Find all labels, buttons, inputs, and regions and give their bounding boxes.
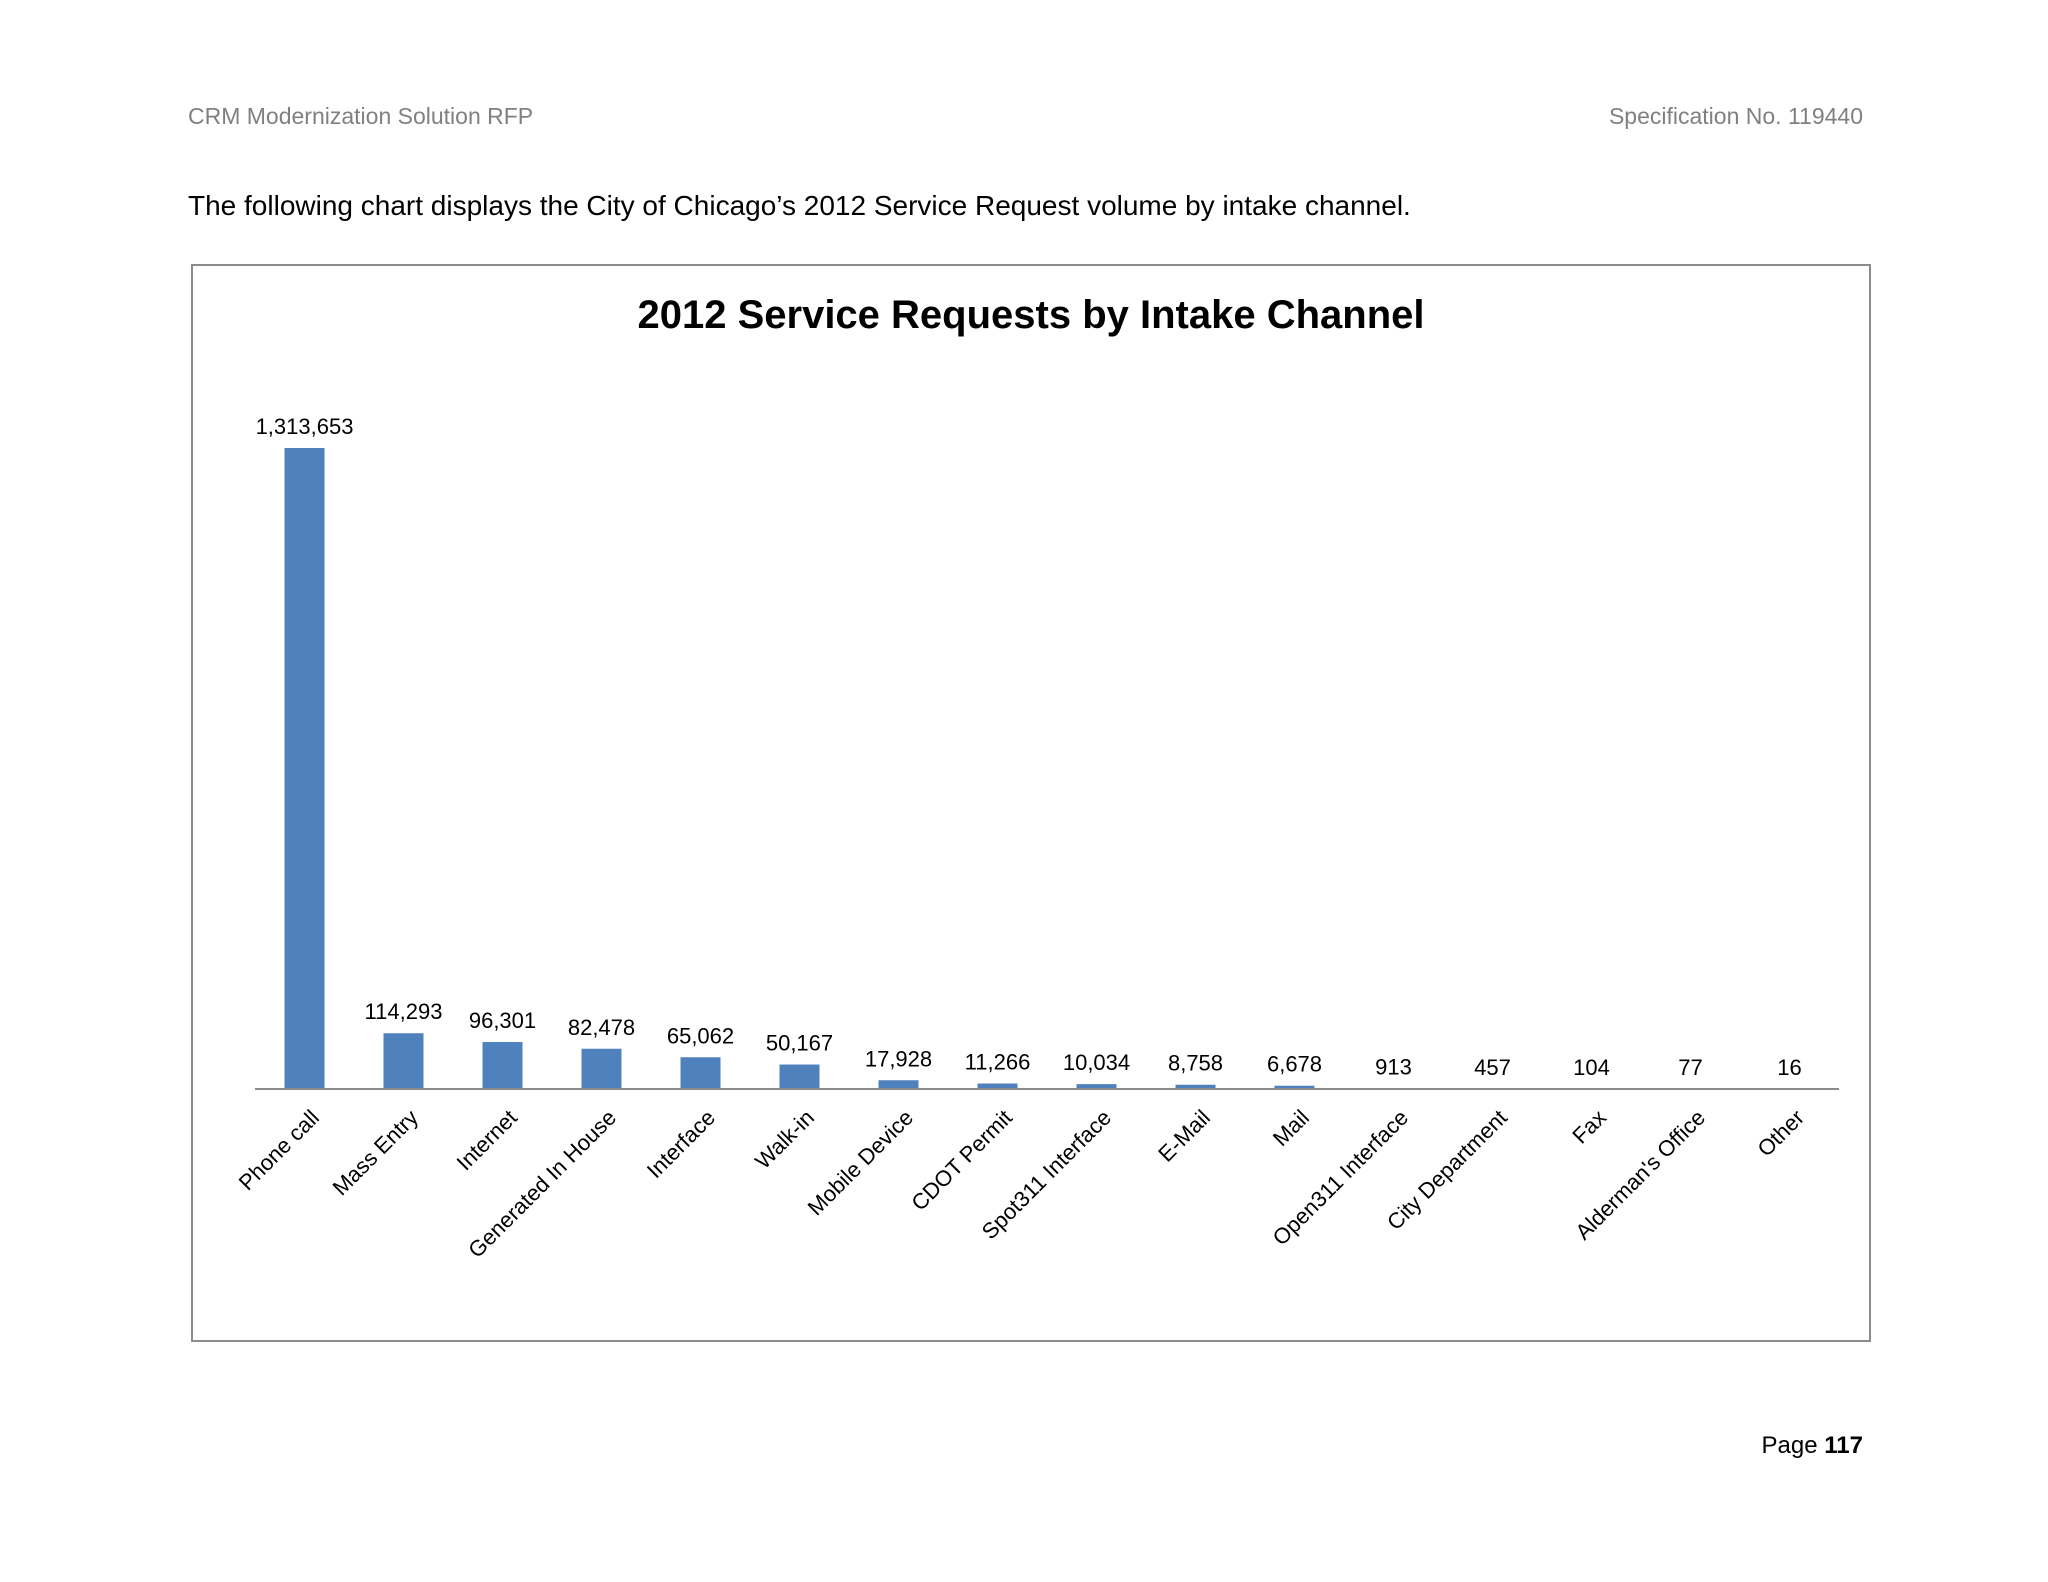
bar-mobile-device [878, 1080, 919, 1089]
bar-mass-entry [383, 1033, 424, 1089]
data-label: 50,167 [766, 1031, 833, 1056]
page-number: Page 117 [1762, 1432, 1863, 1460]
chart-container: 2012 Service Requests by Intake Channel … [191, 264, 1871, 1342]
bar-mail [1274, 1085, 1315, 1089]
x-tick-label: Fax [1567, 1105, 1611, 1149]
chart-title: 2012 Service Requests by Intake Channel [637, 293, 1424, 337]
bars-group [284, 448, 1810, 1089]
document-header-left: CRM Modernization Solution RFP [188, 103, 534, 129]
x-tick-label: Internet [452, 1105, 522, 1175]
bar-chart: 2012 Service Requests by Intake Channel … [234, 293, 1839, 1263]
x-tick-label: Walk-in [750, 1105, 819, 1174]
bar-e-mail [1175, 1084, 1216, 1089]
data-label: 8,758 [1168, 1051, 1223, 1076]
data-label: 96,301 [469, 1008, 536, 1033]
x-tick-label: Mass Entry [328, 1105, 423, 1200]
data-label: 65,062 [667, 1023, 734, 1048]
page-label: Page [1761, 1432, 1818, 1459]
bar-phone-call [284, 448, 325, 1089]
data-label: 82,478 [568, 1015, 635, 1040]
x-tick-label: Mail [1268, 1105, 1314, 1151]
data-label: 11,266 [965, 1050, 1031, 1075]
data-label: 114,293 [365, 999, 443, 1024]
x-tick-label: Interface [642, 1105, 720, 1183]
x-tick-label: Mobile Device [803, 1105, 918, 1220]
bar-spot311-interface [1076, 1084, 1117, 1089]
page-number-value: 117 [1824, 1432, 1863, 1459]
data-label: 10,034 [1063, 1050, 1130, 1075]
data-label: 77 [1678, 1055, 1702, 1080]
document-header-right: Specification No. 119440 [1608, 103, 1863, 129]
x-tick-label: Other [1752, 1105, 1809, 1162]
data-labels-group: 1,313,653 114,293 96,301 82,478 65,062 50,167… [256, 414, 1802, 1080]
x-tick-label: Phone call [234, 1105, 324, 1195]
data-label: 1,313,653 [256, 414, 354, 439]
data-label: 6,678 [1267, 1052, 1322, 1077]
data-label: 913 [1375, 1055, 1412, 1080]
x-tick-label: CDOT Permit [906, 1105, 1017, 1216]
intro-paragraph: The following chart displays the City of… [188, 190, 1411, 221]
bar-walk-in [779, 1064, 820, 1089]
bar-generated-in-house [581, 1048, 622, 1089]
bar-internet [482, 1042, 523, 1089]
bar-interface [680, 1057, 721, 1089]
data-label: 17,928 [865, 1046, 932, 1071]
data-label: 457 [1474, 1055, 1511, 1080]
data-label: 104 [1573, 1055, 1610, 1080]
bar-cdot-permit [977, 1083, 1018, 1089]
x-tick-label: E-Mail [1153, 1105, 1215, 1167]
data-label: 16 [1777, 1055, 1801, 1080]
